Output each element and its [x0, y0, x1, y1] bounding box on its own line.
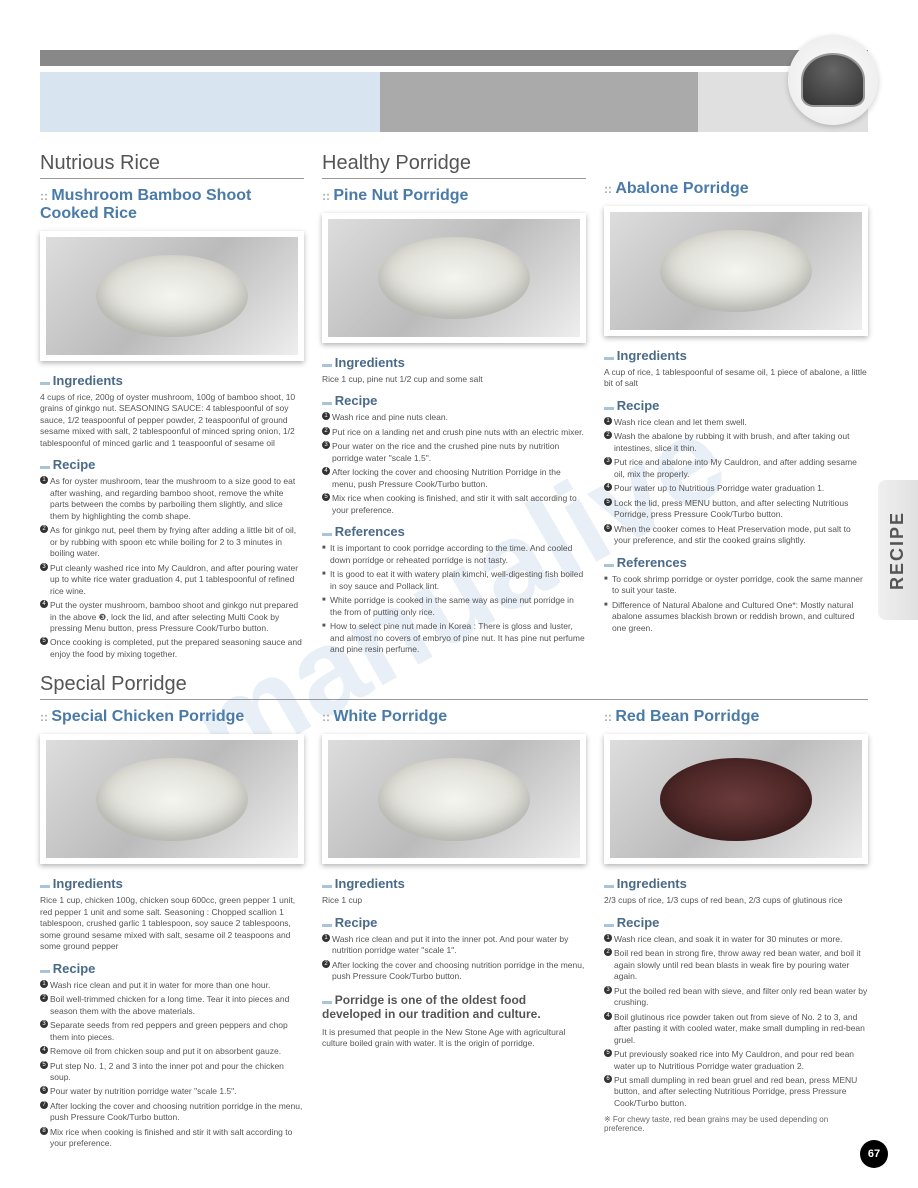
photo-pinenut [322, 213, 586, 343]
section-special: Special Porridge [40, 673, 868, 700]
ingredients-text: Rice 1 cup, chicken 100g, chicken soup 6… [40, 895, 304, 952]
ingredients-text: Rice 1 cup [322, 895, 586, 906]
step: Separate seeds from red peppers and gree… [40, 1020, 304, 1043]
recipe-title-mushroom: Mushroom Bamboo Shoot Cooked Rice [40, 187, 304, 223]
ingredients-label: Ingredients [40, 876, 304, 891]
step: Boil glutinous rice powder taken out fro… [604, 1012, 868, 1046]
step: Boil well-trimmed chicken for a long tim… [40, 994, 304, 1017]
step: Remove oil from chicken soup and put it … [40, 1046, 304, 1057]
step: Put step No. 1, 2 and 3 into the inner p… [40, 1061, 304, 1084]
ref-item: Difference of Natural Abalone and Cultur… [604, 600, 868, 634]
references-label: References [322, 524, 586, 539]
step: Lock the lid, press MENU button, and aft… [604, 498, 868, 521]
photo-abalone [604, 206, 868, 336]
section-healthy: Healthy Porridge [322, 152, 586, 179]
ingredients-label: Ingredients [322, 876, 586, 891]
references-label: References [604, 555, 868, 570]
step: Mix rice when cooking is finished, and s… [322, 493, 586, 516]
step: Mix rice when cooking is finished and st… [40, 1127, 304, 1150]
photo-mushroom [40, 231, 304, 361]
step: Put previously soaked rice into My Cauld… [604, 1049, 868, 1072]
ref-item: How to select pine nut made in Korea : T… [322, 621, 586, 655]
step: As for oyster mushroom, tear the mushroo… [40, 476, 304, 522]
step: After locking the cover and choosing Nut… [322, 467, 586, 490]
footnote: ※ For chewy taste, red bean grains may b… [604, 1115, 868, 1133]
header-bar [40, 50, 868, 66]
recipe-title-abalone: Abalone Porridge [604, 180, 868, 198]
side-tab-label: RECIPE [888, 510, 909, 589]
special-heading: Porridge is one of the oldest food devel… [322, 993, 586, 1021]
special-text: It is presumed that people in the New St… [322, 1027, 586, 1050]
ingredients-label: Ingredients [604, 876, 868, 891]
step: Wash rice clean and let them swell. [604, 417, 868, 428]
recipe-title-white: White Porridge [322, 708, 586, 726]
photo-white [322, 734, 586, 864]
ingredients-text: 2/3 cups of rice, 1/3 cups of red bean, … [604, 895, 868, 906]
step: After locking the cover and choosing nut… [40, 1101, 304, 1124]
step: When the cooker comes to Heat Preservati… [604, 524, 868, 547]
ingredients-label: Ingredients [322, 355, 586, 370]
step: Put small dumpling in red bean gruel and… [604, 1075, 868, 1109]
recipe-label: Recipe [322, 393, 586, 408]
recipe-title-pinenut: Pine Nut Porridge [322, 187, 586, 205]
step: Pour water by nutrition porridge water "… [40, 1086, 304, 1097]
recipe-label: Recipe [40, 961, 304, 976]
header-banner [40, 72, 868, 132]
recipe-title-chicken: Special Chicken Porridge [40, 708, 304, 726]
step: Wash rice and pine nuts clean. [322, 412, 586, 423]
step: Put the boiled red bean with sieve, and … [604, 986, 868, 1009]
section-nutritious: Nutrious Rice [40, 152, 304, 179]
ref-item: It is good to eat it with watery plain k… [322, 569, 586, 592]
recipe-label: Recipe [322, 915, 586, 930]
recipe-title-redbean: Red Bean Porridge [604, 708, 868, 726]
ingredients-text: A cup of rice, 1 tablespoonful of sesame… [604, 367, 868, 390]
step: Wash rice clean and put it into the inne… [322, 934, 586, 957]
step: Once cooking is completed, put the prepa… [40, 637, 304, 660]
recipe-label: Recipe [40, 457, 304, 472]
photo-redbean [604, 734, 868, 864]
ingredients-text: Rice 1 cup, pine nut 1/2 cup and some sa… [322, 374, 586, 385]
recipe-label: Recipe [604, 915, 868, 930]
ingredients-label: Ingredients [604, 348, 868, 363]
step: Put rice and abalone into My Cauldron, a… [604, 457, 868, 480]
step: Wash rice clean, and soak it in water fo… [604, 934, 868, 945]
ref-item: To cook shrimp porridge or oyster porrid… [604, 574, 868, 597]
step: Wash the abalone by rubbing it with brus… [604, 431, 868, 454]
ref-item: White porridge is cooked in the same way… [322, 595, 586, 618]
recipe-label: Recipe [604, 398, 868, 413]
ingredients-label: Ingredients [40, 373, 304, 388]
cooker-icon [788, 35, 878, 125]
side-tab: RECIPE [878, 480, 918, 620]
step: Wash rice clean and put it in water for … [40, 980, 304, 991]
ref-item: It is important to cook porridge accordi… [322, 543, 586, 566]
page-number: 67 [860, 1140, 888, 1168]
step: Pour water on the rice and the crushed p… [322, 441, 586, 464]
step: Put cleanly washed rice into My Cauldron… [40, 563, 304, 597]
step: After locking the cover and choosing nut… [322, 960, 586, 983]
ingredients-text: 4 cups of rice, 200g of oyster mushroom,… [40, 392, 304, 449]
step: Put the oyster mushroom, bamboo shoot an… [40, 600, 304, 634]
photo-chicken [40, 734, 304, 864]
step: Boil red bean in strong fire, throw away… [604, 948, 868, 982]
step: As for ginkgo nut, peel them by frying a… [40, 525, 304, 559]
step: Pour water up to Nutritious Porridge wat… [604, 483, 868, 494]
step: Put rice on a landing net and crush pine… [322, 427, 586, 438]
